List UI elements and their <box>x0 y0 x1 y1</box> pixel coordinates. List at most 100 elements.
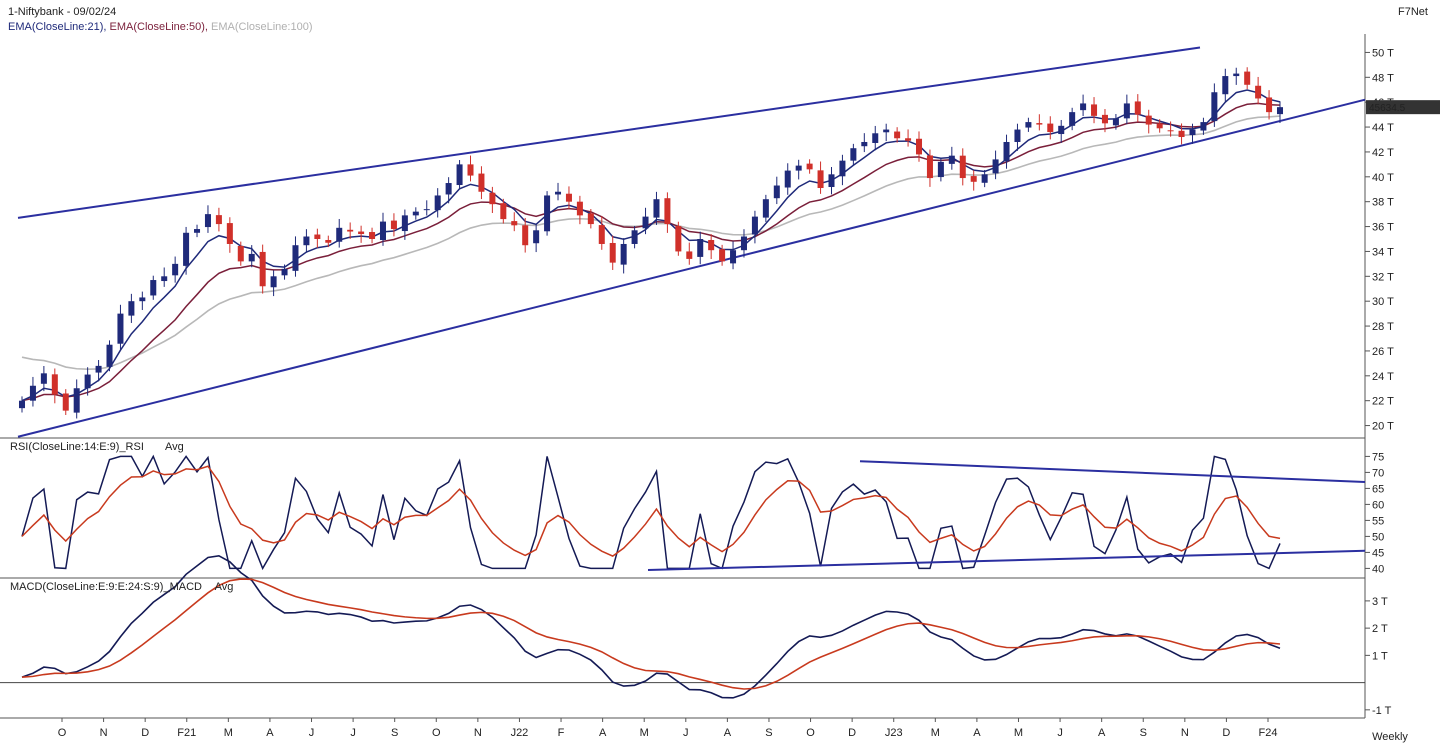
x-axis-label: D <box>1222 727 1230 739</box>
candle-body <box>740 236 747 251</box>
candle-body <box>29 385 36 401</box>
candle-body <box>1266 97 1273 113</box>
candle-body <box>511 221 518 226</box>
candle-body <box>117 313 124 344</box>
candle-body <box>598 225 605 244</box>
candle-body <box>1145 115 1152 125</box>
candle-body <box>1069 112 1076 126</box>
candle-body <box>620 243 627 265</box>
candle-body <box>1255 85 1262 99</box>
candle-body <box>139 297 146 302</box>
macd-line <box>21 555 1281 699</box>
candle-body <box>861 141 868 147</box>
rsi-tick-label: 40 <box>1372 563 1384 575</box>
candle-body <box>226 223 233 244</box>
candle-body <box>1156 123 1163 129</box>
candle-body <box>336 227 343 242</box>
last-price-tag <box>1366 100 1440 115</box>
candle-body <box>773 185 780 199</box>
candle-body <box>412 211 419 216</box>
rsi-lower-trend <box>647 549 1366 571</box>
rsi-tick-label: 75 <box>1372 451 1384 463</box>
candle-body <box>390 220 397 230</box>
candle-body <box>872 133 879 143</box>
candle-body <box>423 209 430 211</box>
ema50-line <box>21 102 1281 402</box>
candle-body <box>183 232 190 266</box>
x-axis-label: M <box>640 727 649 739</box>
candle-body <box>533 230 540 244</box>
rsi-upper-trend <box>859 460 1366 483</box>
price-tick-label: 40 T <box>1372 172 1394 184</box>
candle-body <box>708 239 715 251</box>
price-tick-label: 32 T <box>1372 271 1394 283</box>
candle-body <box>325 239 332 243</box>
candle-body <box>62 393 69 411</box>
macd-tick-label: -1 T <box>1372 705 1392 717</box>
x-axis-label: J <box>1057 727 1063 739</box>
candle-body <box>1003 141 1010 162</box>
price-tick-label: 34 T <box>1372 246 1394 258</box>
candle-body <box>1091 104 1098 116</box>
price-tick-label: 48 T <box>1372 72 1394 84</box>
candle-body <box>762 199 769 218</box>
candle-body <box>970 176 977 182</box>
x-axis-label: O <box>58 727 67 739</box>
candle-body <box>194 229 201 233</box>
x-axis-label: O <box>806 727 815 739</box>
candle-body <box>1123 103 1130 119</box>
candle-body <box>609 242 616 263</box>
x-axis-label: O <box>432 727 441 739</box>
candle-body <box>1101 114 1108 124</box>
candle-body <box>686 251 693 259</box>
candle-body <box>1276 107 1284 115</box>
candle-body <box>653 199 660 218</box>
candle-body <box>959 155 966 179</box>
x-axis-label: S <box>765 727 772 739</box>
price-tick-label: 22 T <box>1372 396 1394 408</box>
candle-body <box>948 155 955 164</box>
candle-body <box>500 203 507 220</box>
price-tick-label: 44 T <box>1372 122 1394 134</box>
x-axis-label: J <box>683 727 689 739</box>
timeframe-label: Weekly <box>1372 731 1408 743</box>
macd-panel-label: MACD(CloseLine:E:9:E:24:S:9)_MACD <box>10 581 202 593</box>
x-axis-label: A <box>973 727 981 739</box>
candle-body <box>303 236 310 246</box>
candle-body <box>664 198 671 225</box>
rsi-avg-line <box>21 465 1281 557</box>
x-axis-label: J23 <box>885 727 903 739</box>
candle-body <box>281 268 288 276</box>
last-price-value: 45634.5 <box>1369 103 1406 114</box>
candle-body <box>926 155 933 179</box>
candle-body <box>259 251 266 287</box>
candle-body <box>1047 123 1054 133</box>
candle-body <box>1233 73 1240 77</box>
candle-body <box>456 164 463 186</box>
upper-channel-line <box>17 46 1201 219</box>
candle-body <box>51 374 58 395</box>
x-axis-label: N <box>1181 727 1189 739</box>
candle-body <box>576 201 583 216</box>
rsi-tick-label: 60 <box>1372 499 1384 511</box>
x-axis-label: M <box>1014 727 1023 739</box>
candle-body <box>314 234 321 239</box>
candle-body <box>631 230 638 244</box>
ema21-legend: EMA(CloseLine:21), <box>8 21 107 33</box>
candle-body <box>1134 101 1141 115</box>
candle-body <box>642 216 649 229</box>
candle-body <box>369 232 376 239</box>
x-axis-label: A <box>724 727 732 739</box>
price-tick-label: 36 T <box>1372 222 1394 234</box>
x-axis-label: J <box>309 727 315 739</box>
candle-body <box>850 148 857 161</box>
candle-body <box>1014 129 1021 142</box>
candle-body <box>894 131 901 139</box>
candle-body <box>839 160 846 177</box>
candle-body <box>434 195 441 211</box>
candle-body <box>795 165 802 171</box>
candle-body <box>467 164 474 176</box>
candle-body <box>95 365 102 373</box>
candle-body <box>150 280 157 296</box>
